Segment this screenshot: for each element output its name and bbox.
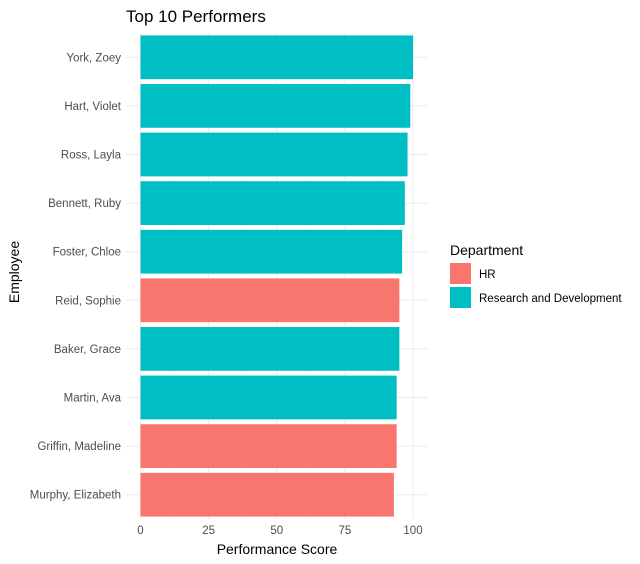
bar xyxy=(140,132,408,177)
bars xyxy=(140,35,413,517)
y-tick-label: Foster, Chloe xyxy=(53,247,121,259)
bar xyxy=(140,424,397,468)
y-tick-label: Bennett, Ruby xyxy=(48,198,121,210)
y-tick-label: Ross, Layla xyxy=(61,150,122,162)
y-axis-title: Employee xyxy=(6,241,22,303)
bar xyxy=(140,181,405,225)
bar xyxy=(140,327,400,371)
y-tick-label: Reid, Sophie xyxy=(55,295,121,307)
bar xyxy=(140,84,411,128)
legend-swatch-hr xyxy=(450,263,471,284)
y-tick-label: Griffin, Madeline xyxy=(37,441,121,453)
y-tick-labels: York, Zoey Hart, Violet Ross, Layla Bennett… xyxy=(30,52,122,501)
legend-label-rd: Research and Development xyxy=(479,293,622,305)
bar xyxy=(140,375,397,420)
bar xyxy=(140,278,400,323)
y-tick-label: Baker, Grace xyxy=(54,344,121,356)
y-tick-label: Hart, Violet xyxy=(64,101,121,113)
x-tick-label: 75 xyxy=(338,525,351,537)
legend-label-hr: HR xyxy=(479,269,496,281)
y-tick-label: Murphy, Elizabeth xyxy=(30,490,121,502)
x-tick-label: 25 xyxy=(202,525,215,537)
legend-swatch-rd xyxy=(450,287,471,308)
y-tick-label: York, Zoey xyxy=(66,52,121,64)
legend-title: Department xyxy=(450,242,523,258)
x-tick-label: 50 xyxy=(270,525,283,537)
bar xyxy=(140,472,394,517)
bar xyxy=(140,229,403,274)
chart-title: Top 10 Performers xyxy=(126,7,266,26)
x-tick-label: 100 xyxy=(403,525,422,537)
bar xyxy=(140,35,413,80)
x-axis-title: Performance Score xyxy=(217,541,338,557)
x-tick-label: 0 xyxy=(137,525,143,537)
x-tick-labels: 0 25 50 75 100 xyxy=(137,525,422,537)
y-tick-label: Martin, Ava xyxy=(64,393,122,405)
legend: Department HR Research and Development xyxy=(450,242,622,308)
